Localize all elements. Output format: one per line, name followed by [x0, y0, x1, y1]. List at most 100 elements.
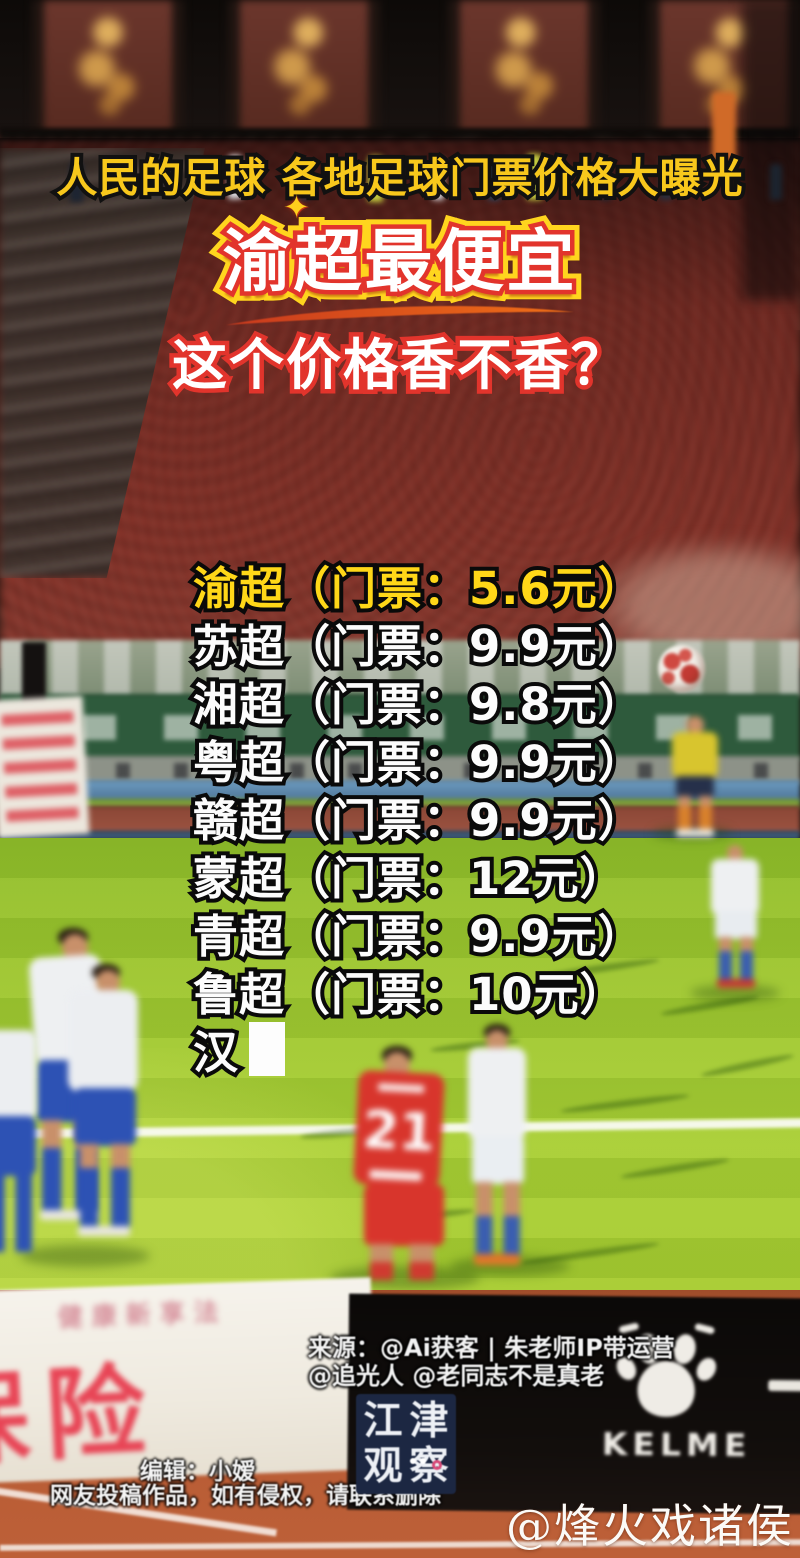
- player-legs: [719, 937, 753, 953]
- green-ad-boards: [0, 694, 800, 760]
- track-band: [0, 806, 800, 833]
- swoosh-underline: [226, 305, 574, 325]
- pitch-edge-line: [0, 831, 800, 840]
- price-row-xiangchao: 湘超（门票：9.8元） 湘超（门票：9.8元）: [189, 668, 647, 735]
- player-legs: [678, 796, 712, 808]
- source-line-2: @追光人 @老同志不是真老: [308, 1362, 605, 1390]
- ticket-price-list: 渝超（门票：5.6元） 渝超（门票：5.6元） 苏超（门票：9.9元） 苏超（门…: [189, 552, 647, 1083]
- person-silhouette: [660, 160, 672, 200]
- stamp-line-top: 江津: [363, 1399, 456, 1444]
- source-credits: 来源：@Ai获客 | 朱老师IP带运营 @追光人 @老同志不是真老: [308, 1334, 675, 1390]
- price-text: 青超（门票：9.9元）: [193, 910, 644, 963]
- jersey-bottom-bar: [369, 1169, 422, 1182]
- person-silhouette: [298, 160, 310, 200]
- player-legs: [476, 1182, 520, 1218]
- player-head: [486, 1030, 508, 1052]
- ad-board-text-blur: [0, 715, 800, 740]
- player-shorts: [0, 1116, 36, 1176]
- price-text-outline: 苏超（门票：9.9元）: [189, 616, 647, 677]
- person-silhouette: [150, 158, 162, 196]
- photographers-band: [0, 756, 800, 783]
- player-white-center: [448, 1024, 543, 1268]
- person-silhouette-vest: [368, 156, 383, 202]
- person-silhouette: [228, 155, 242, 199]
- subtitle-text: 这个价格香不香？: [171, 333, 628, 397]
- player-boots: [676, 829, 714, 837]
- stamp-eye-dot: [420, 1458, 426, 1464]
- player-jersey: [468, 1048, 526, 1140]
- standing-people: [0, 0, 800, 310]
- jersey-number: 21: [361, 1100, 437, 1164]
- ad-small-text: 健康新享法: [57, 1297, 229, 1333]
- badge-outer-outline: 渝超最便宜: [213, 214, 584, 312]
- player-socks: [80, 1168, 130, 1228]
- magnifier-icon: [432, 1460, 442, 1470]
- headline-subtitle: 这个价格香不香？ 这个价格香不香？: [0, 320, 800, 402]
- paw-icon: [616, 1322, 717, 1417]
- player-boots: [717, 979, 755, 988]
- price-text: 汉: [193, 1026, 240, 1079]
- price-text-outline: 渝超（门票：5.6元）: [189, 558, 647, 619]
- player-head: [686, 716, 704, 734]
- goalkeeper-yellow: [660, 716, 730, 838]
- price-row-ganchao: 赣超（门票：9.9元） 赣超（门票：9.9元）: [189, 784, 647, 851]
- player-red-21: 21: [328, 1046, 468, 1282]
- goalkeeper-jersey: [672, 732, 718, 778]
- price-text-outline: 粤超（门票：9.9元）: [189, 732, 647, 793]
- player-legs: [370, 1244, 434, 1264]
- player-boots: [40, 1210, 96, 1220]
- jiangjin-guancha-stamp: 江津 观察: [356, 1394, 456, 1494]
- price-text: 苏超（门票：9.9元）: [193, 620, 644, 673]
- person-silhouette-vest: [527, 154, 542, 200]
- player-socks: [719, 951, 753, 981]
- price-text: 湘超（门票：9.8元）: [193, 678, 644, 731]
- headline-title-outline: 人民的足球 各地足球门票价格大曝光: [52, 150, 746, 206]
- price-text-outline: 湘超（门票：9.8元）: [189, 674, 647, 735]
- player-socks: [0, 1172, 32, 1252]
- player-shadow: [690, 985, 780, 1001]
- player-jersey: [711, 859, 759, 915]
- player-socks: [370, 1262, 434, 1280]
- person-silhouette: [432, 158, 444, 200]
- facade-panel: [448, 0, 600, 134]
- price-row-mengchao: 蒙超（门票：12元） 蒙超（门票：12元）: [189, 842, 644, 909]
- typing-cursor: [249, 1021, 286, 1076]
- player-shorts: [715, 911, 757, 939]
- headline-title-text: 人民的足球 各地足球门票价格大曝光: [56, 154, 744, 202]
- player-white-left-2: [52, 964, 158, 1268]
- player-jersey: [0, 1030, 37, 1120]
- source-line-1: 来源：@Ai获客 | 朱老师IP带运营: [308, 1334, 675, 1362]
- price-text-outline: 蒙超（门票：12元）: [189, 848, 629, 909]
- person-silhouette-steward: [712, 92, 736, 160]
- player-head: [727, 845, 743, 861]
- goalkeeper-shorts: [676, 776, 714, 798]
- player-boots: [78, 1226, 130, 1236]
- side-ad-board: [0, 695, 90, 839]
- player-shadow: [20, 1245, 150, 1267]
- player-partial-left: [0, 1030, 42, 1270]
- kelme-ad-board: KELME: [346, 1293, 800, 1515]
- price-row-yuechao: 粤超（门票：9.9元） 粤超（门票：9.9元）: [189, 726, 647, 793]
- player-socks: [476, 1216, 520, 1256]
- board-dash: [768, 1379, 800, 1392]
- dark-column: [742, 0, 800, 300]
- price-text-outline: 汉: [189, 1022, 242, 1083]
- person-silhouette: [600, 164, 611, 200]
- price-text: 粤超（门票：9.9元）: [193, 736, 644, 789]
- player-jersey: [68, 990, 138, 1092]
- price-row-qingchao: 青超（门票：9.9元） 青超（门票：9.9元）: [189, 900, 647, 967]
- player-white-blue: [695, 845, 775, 995]
- price-row-typing: 汉 汉: [189, 1016, 644, 1083]
- price-text: 赣超（门票：9.9元）: [193, 794, 644, 847]
- photographer-blobs: [0, 763, 800, 779]
- player-shorts: [364, 1184, 444, 1246]
- price-text-outline: 青超（门票：9.9元）: [189, 906, 647, 967]
- price-text: 渝超（门票：5.6元）: [193, 562, 644, 615]
- side-ad-text-blur: [1, 708, 79, 822]
- player-jersey: 21: [353, 1069, 445, 1189]
- badge-inner-outline: 渝超最便宜: [218, 219, 579, 307]
- gold-calligraphy: [61, 8, 155, 118]
- facade-panel: [32, 0, 184, 134]
- person-silhouette: [488, 162, 500, 200]
